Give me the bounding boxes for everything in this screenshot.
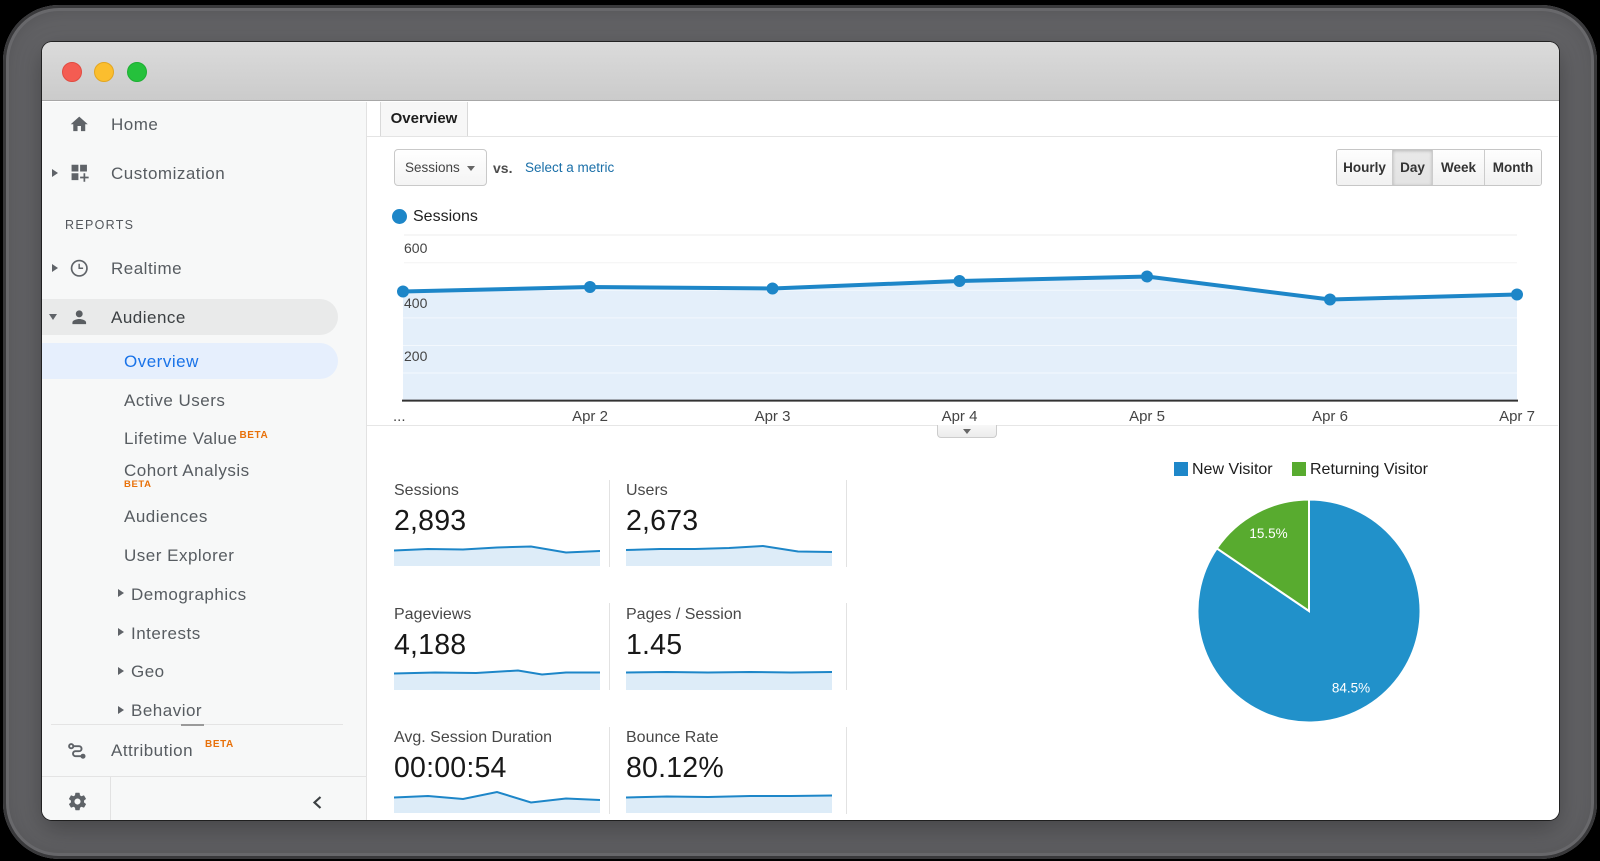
svg-text:Apr 4: Apr 4 xyxy=(942,408,978,424)
svg-text:Apr 7: Apr 7 xyxy=(1499,408,1535,424)
svg-text:200: 200 xyxy=(404,348,428,364)
svg-text:600: 600 xyxy=(404,240,428,256)
svg-text:...: ... xyxy=(393,408,406,424)
svg-text:15.5%: 15.5% xyxy=(1249,526,1287,541)
svg-text:Apr 3: Apr 3 xyxy=(755,408,791,424)
svg-text:Apr 5: Apr 5 xyxy=(1129,408,1165,424)
svg-text:Apr 2: Apr 2 xyxy=(572,408,608,424)
svg-text:400: 400 xyxy=(404,295,428,311)
svg-text:84.5%: 84.5% xyxy=(1332,681,1370,696)
svg-text:Apr 6: Apr 6 xyxy=(1312,408,1348,424)
